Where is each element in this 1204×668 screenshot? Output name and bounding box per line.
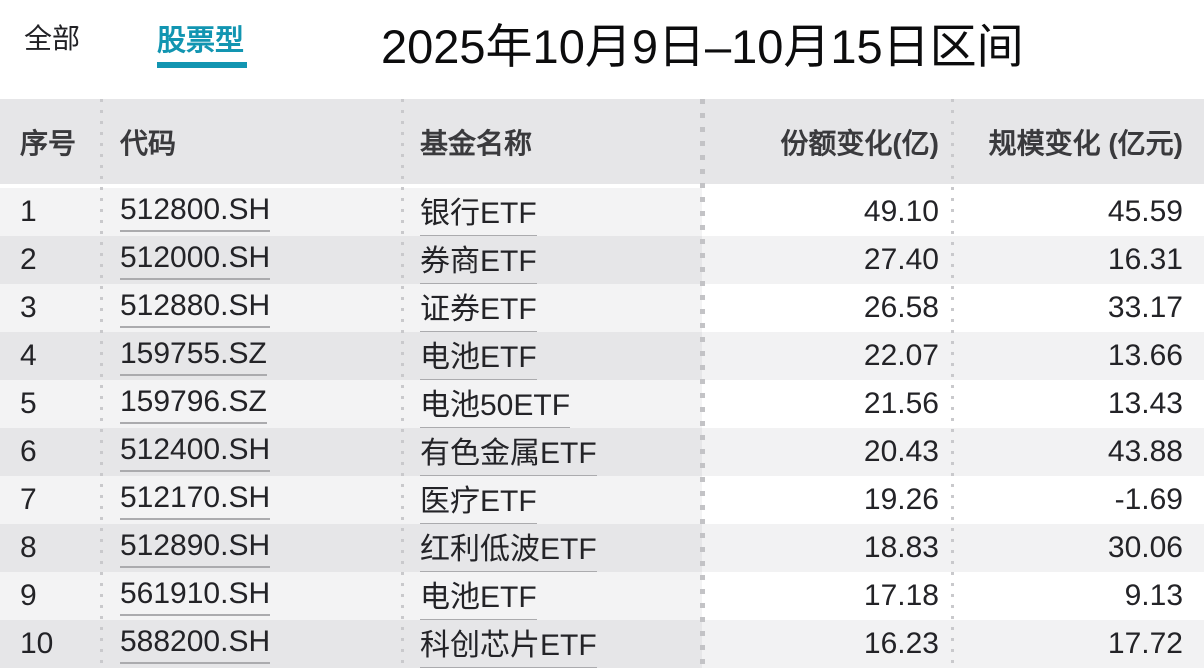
scale-change-value: 13.66 [953, 332, 1204, 380]
row-index: 9 [0, 572, 101, 620]
fund-name-cell: 医疗ETF [403, 476, 702, 524]
fund-name-cell: 券商ETF [403, 236, 702, 284]
table-row: 10 588200.SH 科创芯片ETF 16.23 17.72 [0, 620, 1204, 668]
page-title: 2025年10月9日–10月15日区间 [381, 20, 1024, 73]
scale-change-value: 45.59 [953, 188, 1204, 236]
scale-change-value: 33.17 [953, 284, 1204, 332]
fund-code-link[interactable]: 512890.SH [120, 529, 271, 568]
fund-name-link[interactable]: 红利低波ETF [420, 524, 597, 572]
fund-name-cell: 红利低波ETF [403, 524, 702, 572]
fund-code-cell: 512000.SH [101, 236, 403, 284]
fund-code-link[interactable]: 512000.SH [120, 241, 271, 280]
row-index: 8 [0, 524, 101, 572]
table-row: 9 561910.SH 电池ETF 17.18 9.13 [0, 572, 1204, 620]
table-header-row: 序号 代码 基金名称 份额变化(亿) 规模变化 (亿元) [0, 99, 1204, 184]
scale-change-value: 43.88 [953, 428, 1204, 476]
header-index: 序号 [0, 99, 101, 184]
table-row: 3 512880.SH 证券ETF 26.58 33.17 [0, 284, 1204, 332]
scale-change-value: 30.06 [953, 524, 1204, 572]
fund-code-link[interactable]: 512800.SH [120, 193, 271, 232]
row-index: 4 [0, 332, 101, 380]
fund-name-cell: 有色金属ETF [403, 428, 702, 476]
fund-code-link[interactable]: 159755.SZ [120, 337, 267, 376]
fund-code-cell: 561910.SH [101, 572, 403, 620]
fund-name-link[interactable]: 银行ETF [420, 188, 537, 236]
fund-code-cell: 512890.SH [101, 524, 403, 572]
fund-code-link[interactable]: 512170.SH [120, 481, 271, 520]
fund-code-cell: 512400.SH [101, 428, 403, 476]
scale-change-value: 17.72 [953, 620, 1204, 668]
fund-name-cell: 证券ETF [403, 284, 702, 332]
row-index: 5 [0, 380, 101, 428]
scale-change-value: 16.31 [953, 236, 1204, 284]
fund-name-cell: 科创芯片ETF [403, 620, 702, 668]
scale-change-value: -1.69 [953, 476, 1204, 524]
share-change-value: 26.58 [702, 284, 953, 332]
share-change-value: 19.26 [702, 476, 953, 524]
fund-name-link[interactable]: 电池ETF [420, 332, 537, 380]
share-change-value: 21.56 [702, 380, 953, 428]
table-row: 4 159755.SZ 电池ETF 22.07 13.66 [0, 332, 1204, 380]
share-change-value: 49.10 [702, 188, 953, 236]
fund-code-link[interactable]: 159796.SZ [120, 385, 267, 424]
fund-name-link[interactable]: 证券ETF [420, 284, 537, 332]
row-index: 6 [0, 428, 101, 476]
share-change-value: 17.18 [702, 572, 953, 620]
fund-code-link[interactable]: 512880.SH [120, 289, 271, 328]
fund-code-cell: 159755.SZ [101, 332, 403, 380]
row-index: 10 [0, 620, 101, 668]
fund-name-cell: 电池ETF [403, 332, 702, 380]
fund-name-cell: 银行ETF [403, 188, 702, 236]
fund-name-link[interactable]: 科创芯片ETF [420, 620, 597, 668]
table-row: 6 512400.SH 有色金属ETF 20.43 43.88 [0, 428, 1204, 476]
fund-code-cell: 159796.SZ [101, 380, 403, 428]
fund-code-cell: 512880.SH [101, 284, 403, 332]
share-change-value: 20.43 [702, 428, 953, 476]
share-change-value: 16.23 [702, 620, 953, 668]
share-change-value: 22.07 [702, 332, 953, 380]
table-row: 7 512170.SH 医疗ETF 19.26 -1.69 [0, 476, 1204, 524]
fund-code-cell: 512170.SH [101, 476, 403, 524]
row-index: 2 [0, 236, 101, 284]
table-row: 1 512800.SH 银行ETF 49.10 45.59 [0, 188, 1204, 236]
fund-name-link[interactable]: 券商ETF [420, 236, 537, 284]
share-change-value: 27.40 [702, 236, 953, 284]
header-share-change: 份额变化(亿) [702, 99, 953, 184]
fund-code-link[interactable]: 588200.SH [120, 625, 271, 664]
fund-name-link[interactable]: 电池ETF [420, 572, 537, 620]
header-code: 代码 [101, 99, 403, 184]
fund-code-link[interactable]: 512400.SH [120, 433, 271, 472]
fund-code-cell: 512800.SH [101, 188, 403, 236]
header-scale-change: 规模变化 (亿元) [953, 99, 1204, 184]
scale-change-value: 13.43 [953, 380, 1204, 428]
fund-code-cell: 588200.SH [101, 620, 403, 668]
header-fund-name: 基金名称 [403, 99, 702, 184]
fund-name-link[interactable]: 医疗ETF [420, 476, 537, 524]
fund-name-cell: 电池50ETF [403, 380, 702, 428]
active-tab-underline [157, 62, 247, 68]
scale-change-value: 9.13 [953, 572, 1204, 620]
tab-all[interactable]: 全部 [24, 23, 81, 54]
row-index: 3 [0, 284, 101, 332]
row-index: 7 [0, 476, 101, 524]
table-row: 5 159796.SZ 电池50ETF 21.56 13.43 [0, 380, 1204, 428]
fund-name-link[interactable]: 电池50ETF [420, 380, 571, 428]
tab-stock-active[interactable]: 股票型 [157, 25, 245, 57]
fund-name-cell: 电池ETF [403, 572, 702, 620]
table-row: 8 512890.SH 红利低波ETF 18.83 30.06 [0, 524, 1204, 572]
table-row: 2 512000.SH 券商ETF 27.40 16.31 [0, 236, 1204, 284]
fund-code-link[interactable]: 561910.SH [120, 577, 271, 616]
share-change-value: 18.83 [702, 524, 953, 572]
row-index: 1 [0, 188, 101, 236]
etf-table: 序号 代码 基金名称 份额变化(亿) 规模变化 (亿元) 1 512800.SH… [0, 99, 1204, 668]
fund-name-link[interactable]: 有色金属ETF [420, 428, 597, 476]
